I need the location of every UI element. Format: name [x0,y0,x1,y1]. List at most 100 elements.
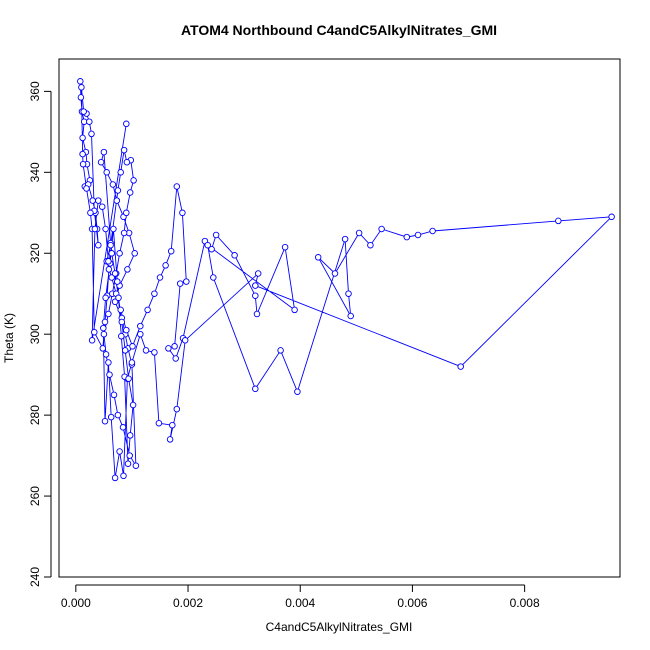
data-point [111,298,119,306]
data-point [124,266,131,273]
data-point [126,189,134,196]
data-point [210,274,217,281]
y-tick-label: 320 [28,243,42,263]
data-point [151,290,158,297]
data-point [86,118,93,125]
data-point [106,371,113,378]
x-tick-label: 0.008 [510,596,540,610]
data-point [162,262,169,269]
data-point [155,419,163,427]
data-point [111,474,119,482]
data-point [171,343,178,350]
data-point [126,432,134,439]
data-point [87,209,94,217]
data-point [116,448,123,455]
data-point [97,158,105,166]
data-point [128,359,136,366]
data-point [253,310,261,318]
y-tick-label: 300 [28,324,42,344]
data-point [179,209,186,217]
data-point [115,294,122,302]
data-point [102,225,109,233]
data-point [345,290,352,297]
data-point [107,241,114,249]
data-point [208,245,215,253]
data-point [95,241,102,249]
data-point [169,421,176,429]
data-point [252,385,259,393]
data-point [100,330,108,338]
data-point [117,306,124,314]
y-tick-label: 240 [28,567,42,587]
data-point [110,391,118,399]
data-point [79,150,86,158]
data-point [88,337,96,344]
data-point [414,231,422,239]
y-axis-label: Theta (K) [2,313,16,363]
data-point [204,241,211,249]
data-point [347,312,354,320]
data-point [252,292,259,299]
data-point [120,146,128,154]
data-point [132,462,140,469]
x-tick-label: 0.006 [397,596,427,610]
data-point [79,160,87,168]
data-point [131,250,138,257]
data-point [137,330,144,338]
data-point [95,197,102,204]
data-point [121,347,129,354]
data-point [212,231,220,239]
plot-frame [58,58,621,578]
data-point [294,388,301,395]
data-point [113,197,121,204]
data-point [176,280,184,287]
data-point [120,229,128,237]
data-point [181,337,189,344]
data-point [314,254,322,261]
data-point [281,243,289,251]
data-point [172,355,179,362]
axes: 0.000 0.002 0.004 0.006 0.008 240 260 280 300 320… [28,58,621,610]
data-point [129,343,136,350]
data-point [105,266,113,273]
data-point [114,411,122,419]
data-point [403,233,411,241]
data-point [83,185,90,192]
data-point [119,424,127,431]
x-tick-label: 0.004 [285,596,315,610]
x-tick-label: 0.000 [61,596,91,610]
data-point [144,306,151,314]
data-point [123,158,131,166]
data-point [88,130,95,138]
data-point [151,349,158,356]
data-point [355,229,363,237]
data-point [99,345,107,352]
data-point [167,247,175,255]
y-tick-label: 260 [28,486,42,506]
data-point [457,363,464,370]
data-point [98,203,106,210]
data-point [110,225,117,233]
data-point [116,250,123,257]
data-point [101,417,109,425]
x-axis-label: C4andC5AlkylNitrates_GMI [266,620,413,634]
data-point [126,452,133,459]
data-point [114,187,122,194]
data-point [123,209,130,217]
data-point [77,78,84,85]
data-point [252,282,259,289]
data-point [142,347,150,354]
data-point [117,169,124,176]
plot-area [77,78,615,482]
data-point [130,177,137,184]
data-point [165,345,172,352]
data-point [123,120,130,128]
data-point [124,460,132,467]
data-point [80,108,87,115]
data-point [91,225,99,233]
data-point [120,472,127,480]
data-point [608,213,615,221]
data-point [123,326,130,334]
x-tick-label: 0.002 [173,596,203,610]
data-point [118,318,126,326]
